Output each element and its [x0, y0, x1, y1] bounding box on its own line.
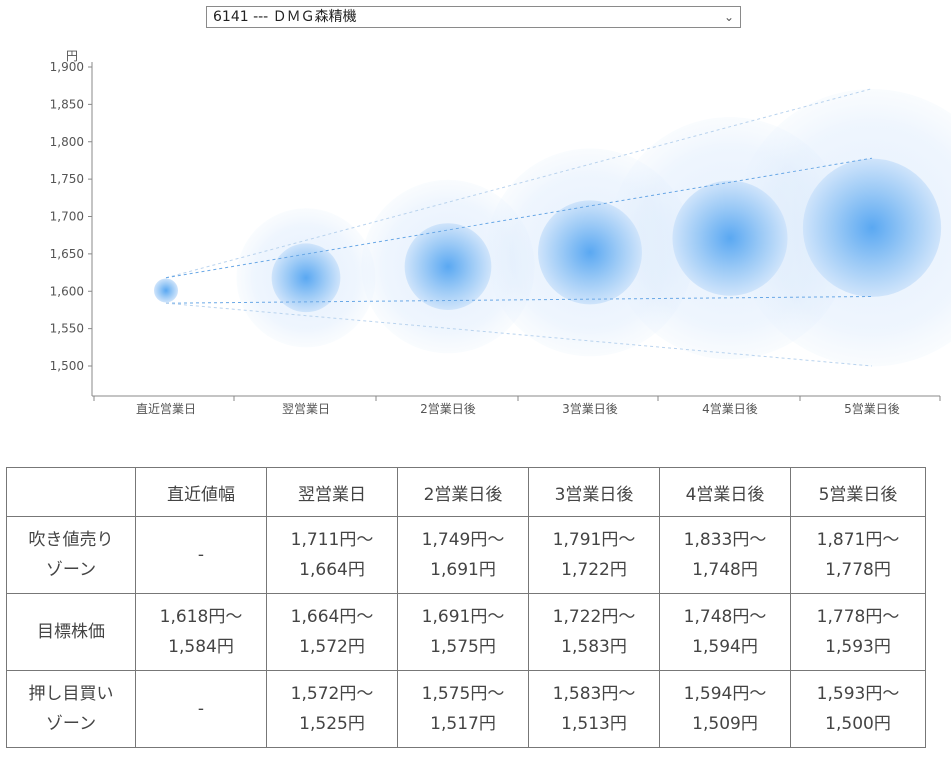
x-tick-label: 5営業日後: [844, 402, 900, 416]
y-tick-label: 1,800: [50, 135, 84, 149]
y-tick-label: 1,550: [50, 322, 84, 336]
row-label: 目標株価: [6, 593, 136, 671]
upper-inner-guide-line: [165, 157, 873, 279]
y-axis-unit-label: 円: [66, 49, 78, 63]
forecast-table: 直近値幅 翌営業日 2営業日後 3営業日後 4営業日後 5営業日後 吹き値売りゾ…: [6, 467, 926, 748]
lower-outer-guide-line: [165, 302, 873, 367]
table-cell: 1,593円～ 1,500円: [790, 670, 926, 748]
table-cell: 1,618円～ 1,584円: [135, 593, 267, 671]
table-header-cell: 直近値幅: [135, 467, 267, 517]
table-cell: 1,749円～ 1,691円: [397, 516, 529, 594]
target-bubble: [154, 278, 178, 303]
table-cell: 1,778円～ 1,593円: [790, 593, 926, 671]
table-header-cell: 5営業日後: [790, 467, 926, 517]
y-tick-label: 1,650: [50, 247, 84, 261]
table-cell: 1,664円～ 1,572円: [266, 593, 398, 671]
y-tick-label: 1,600: [50, 284, 84, 298]
table-header-cell: [6, 467, 136, 517]
x-tick-label: 2営業日後: [420, 402, 476, 416]
x-tick-label: 翌営業日: [282, 402, 330, 416]
target-bubble: [538, 200, 642, 305]
target-bubble: [404, 223, 492, 310]
target-bubble: [271, 243, 341, 313]
table-cell: 1,572円～ 1,525円: [266, 670, 398, 748]
y-tick-label: 1,750: [50, 172, 84, 186]
y-tick-label: 1,850: [50, 97, 84, 111]
y-tick-label: 1,500: [50, 359, 84, 373]
table-cell: 1,748円～ 1,594円: [659, 593, 791, 671]
table-cell: 1,871円～ 1,778円: [790, 516, 926, 594]
x-tick-label: 直近営業日: [136, 402, 196, 416]
table-row: 目標株価 1,618円～ 1,584円 1,664円～ 1,572円 1,691円～…: [6, 593, 926, 671]
table-cell: -: [135, 516, 267, 594]
forecast-chart: 1,500 1,550 1,600 1,650 1,700 1,750 1,800 1,850…: [50, 49, 951, 416]
stock-selector-value: 6141 --- ＤＭＧ森精機: [213, 9, 357, 25]
target-bubble: [802, 158, 942, 297]
table-header-cell: 4営業日後: [659, 467, 791, 517]
table-row: 押し目買い ゾーン - 1,572円～ 1,525円 1,575円～ 1,517円 1…: [6, 670, 926, 748]
table-cell: 1,583円～ 1,513円: [528, 670, 660, 748]
table-cell: -: [135, 670, 267, 748]
table-cell: 1,691円～ 1,575円: [397, 593, 529, 671]
row-label: 吹き値売り ゾーン: [6, 516, 136, 594]
lower-inner-guide-line: [165, 295, 873, 304]
stock-selector-dropdown[interactable]: 6141 --- ＤＭＧ森精機 ⌄: [206, 6, 741, 28]
table-header-cell: 翌営業日: [266, 467, 398, 517]
table-row: 吹き値売り ゾーン - 1,711円～ 1,664円 1,749円～ 1,691円 1…: [6, 516, 926, 594]
table-cell: 1,791円～ 1,722円: [528, 516, 660, 594]
table-cell: 1,722円～ 1,583円: [528, 593, 660, 671]
table-header-row: 直近値幅 翌営業日 2営業日後 3営業日後 4営業日後 5営業日後: [6, 467, 926, 517]
y-tick-label: 1,700: [50, 210, 84, 224]
y-tick-label: 1,900: [50, 60, 84, 74]
table-header-cell: 3営業日後: [528, 467, 660, 517]
x-tick-label: 3営業日後: [562, 402, 618, 416]
chevron-down-icon: ⌄: [723, 10, 734, 24]
table-cell: 1,833円～ 1,748円: [659, 516, 791, 594]
table-cell: 1,594円～ 1,509円: [659, 670, 791, 748]
table-cell: 1,575円～ 1,517円: [397, 670, 529, 748]
upper-outer-guide-line: [165, 88, 873, 279]
table-header-cell: 2営業日後: [397, 467, 529, 517]
x-tick-label: 4営業日後: [702, 402, 758, 416]
table-cell: 1,711円～ 1,664円: [266, 516, 398, 594]
row-label: 押し目買い ゾーン: [6, 670, 136, 748]
target-bubble: [672, 180, 788, 296]
